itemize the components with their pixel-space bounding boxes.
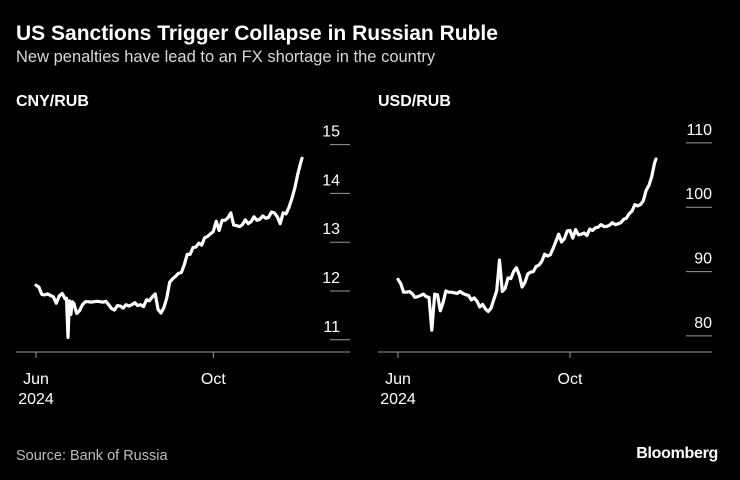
x-tick-label: Oct	[558, 371, 583, 388]
y-tick-label: 13	[322, 221, 340, 238]
chart-subtitle: New penalties have lead to an FX shortag…	[16, 48, 436, 66]
y-tick-label: 12	[322, 270, 340, 287]
x-tick-label: Oct	[201, 371, 226, 388]
x-tick-label: Jun	[385, 371, 411, 388]
bloomberg-logo: Bloomberg	[636, 445, 718, 462]
y-tick-label: 11	[323, 319, 340, 336]
x-tick-sublabel: 2024	[18, 391, 54, 408]
chart-title: US Sanctions Trigger Collapse in Russian…	[16, 22, 498, 45]
usd-rub-series-line	[396, 157, 658, 332]
y-tick-label: 14	[322, 172, 340, 189]
y-tick-label: 15	[322, 124, 340, 141]
y-tick-label: 100	[685, 186, 712, 203]
y-tick-label: 90	[694, 251, 712, 268]
source-note: Source: Bank of Russia	[16, 448, 168, 464]
panel-title-cny-rub: CNY/RUB	[16, 93, 89, 110]
y-tick-label: 80	[694, 315, 712, 332]
cny-rub-series-line	[34, 156, 304, 339]
y-tick-label: 110	[686, 122, 712, 139]
x-tick-sublabel: 2024	[380, 391, 416, 408]
panel-title-usd-rub: USD/RUB	[378, 93, 451, 110]
x-tick-label: Jun	[23, 371, 49, 388]
